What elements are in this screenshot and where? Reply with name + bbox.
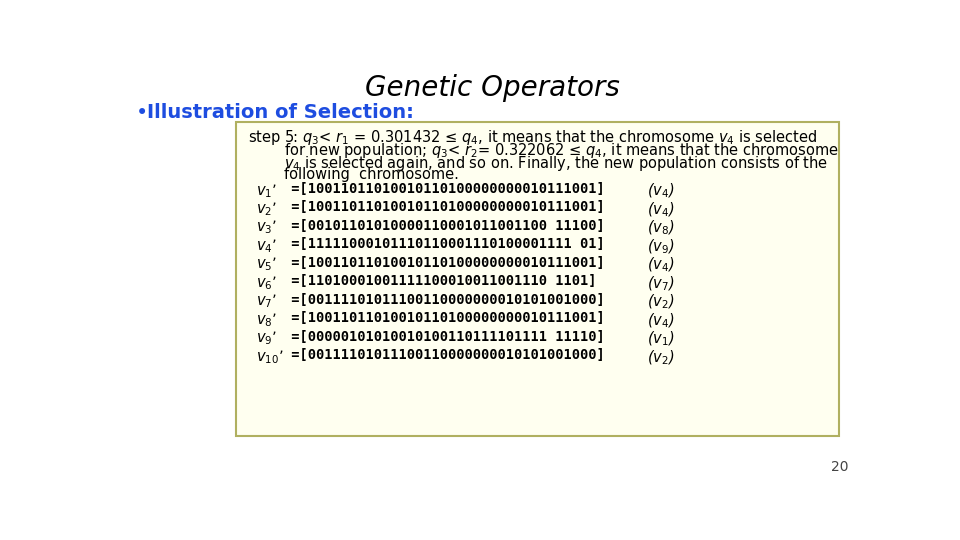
Text: =[00101101010000110001011001100 11100]: =[00101101010000110001011001100 11100] — [283, 219, 605, 233]
Text: ($v_4$): ($v_4$) — [647, 200, 675, 219]
Text: $v_7$’: $v_7$’ — [255, 293, 277, 310]
Text: Genetic Operators: Genetic Operators — [365, 74, 619, 102]
Text: ($v_4$): ($v_4$) — [647, 182, 675, 200]
Text: $v_5$’: $v_5$’ — [255, 256, 277, 273]
Text: ($v_7$): ($v_7$) — [647, 274, 675, 293]
Text: ($v_2$): ($v_2$) — [647, 293, 675, 311]
Text: step 5: $q_3$< $r_1$ = 0.301432 ≤ $q_4$, it means that the chromosome $v_4$ is s: step 5: $q_3$< $r_1$ = 0.301432 ≤ $q_4$,… — [248, 128, 817, 147]
Text: $v_{10}$’: $v_{10}$’ — [255, 348, 283, 366]
Text: $v_1$’: $v_1$’ — [255, 182, 277, 200]
Text: ($v_4$): ($v_4$) — [647, 256, 675, 274]
FancyBboxPatch shape — [236, 122, 839, 436]
Text: $v_8$’: $v_8$’ — [255, 311, 277, 329]
Text: =[10011011010010110100000000010111001]: =[10011011010010110100000000010111001] — [283, 311, 605, 325]
Text: $v_3$’: $v_3$’ — [255, 219, 277, 237]
Text: for new population; $q_3$< $r_2$= 0.322062 ≤ $q_4$, it means that the chromosome: for new population; $q_3$< $r_2$= 0.3220… — [284, 141, 839, 160]
Text: =[10011011010010110100000000010111001]: =[10011011010010110100000000010111001] — [283, 182, 605, 196]
Text: =[11111000101110110001110100001111 01]: =[11111000101110110001110100001111 01] — [283, 237, 605, 251]
Text: $v_9$’: $v_9$’ — [255, 330, 277, 347]
Text: ($v_9$): ($v_9$) — [647, 237, 675, 255]
Text: 20: 20 — [831, 461, 849, 475]
Text: ($v_4$): ($v_4$) — [647, 311, 675, 329]
Text: =[10011011010010110100000000010111001]: =[10011011010010110100000000010111001] — [283, 200, 605, 214]
Text: =[10011011010010110100000000010111001]: =[10011011010010110100000000010111001] — [283, 256, 605, 270]
Text: following  chromosome.: following chromosome. — [284, 167, 459, 182]
Text: ($v_1$): ($v_1$) — [647, 330, 675, 348]
Text: $v_6$’: $v_6$’ — [255, 274, 277, 292]
Text: $v_2$’: $v_2$’ — [255, 200, 277, 218]
Text: $v_4$’: $v_4$’ — [255, 237, 277, 255]
Text: •: • — [135, 103, 148, 123]
Text: ($v_8$): ($v_8$) — [647, 219, 675, 237]
Text: =[11010001001111100010011001110 1101]: =[11010001001111100010011001110 1101] — [283, 274, 596, 288]
Text: ($v_2$): ($v_2$) — [647, 348, 675, 367]
Text: =[00000101010010100110111101111 11110]: =[00000101010010100110111101111 11110] — [283, 330, 605, 343]
Text: =[00111101011100110000000010101001000]: =[00111101011100110000000010101001000] — [283, 348, 605, 362]
Text: =[00111101011100110000000010101001000]: =[00111101011100110000000010101001000] — [283, 293, 605, 307]
Text: $v_4$ is selected again, and so on. Finally, the new population consists of the: $v_4$ is selected again, and so on. Fina… — [284, 154, 828, 173]
Text: Illustration of Selection:: Illustration of Selection: — [147, 103, 414, 122]
